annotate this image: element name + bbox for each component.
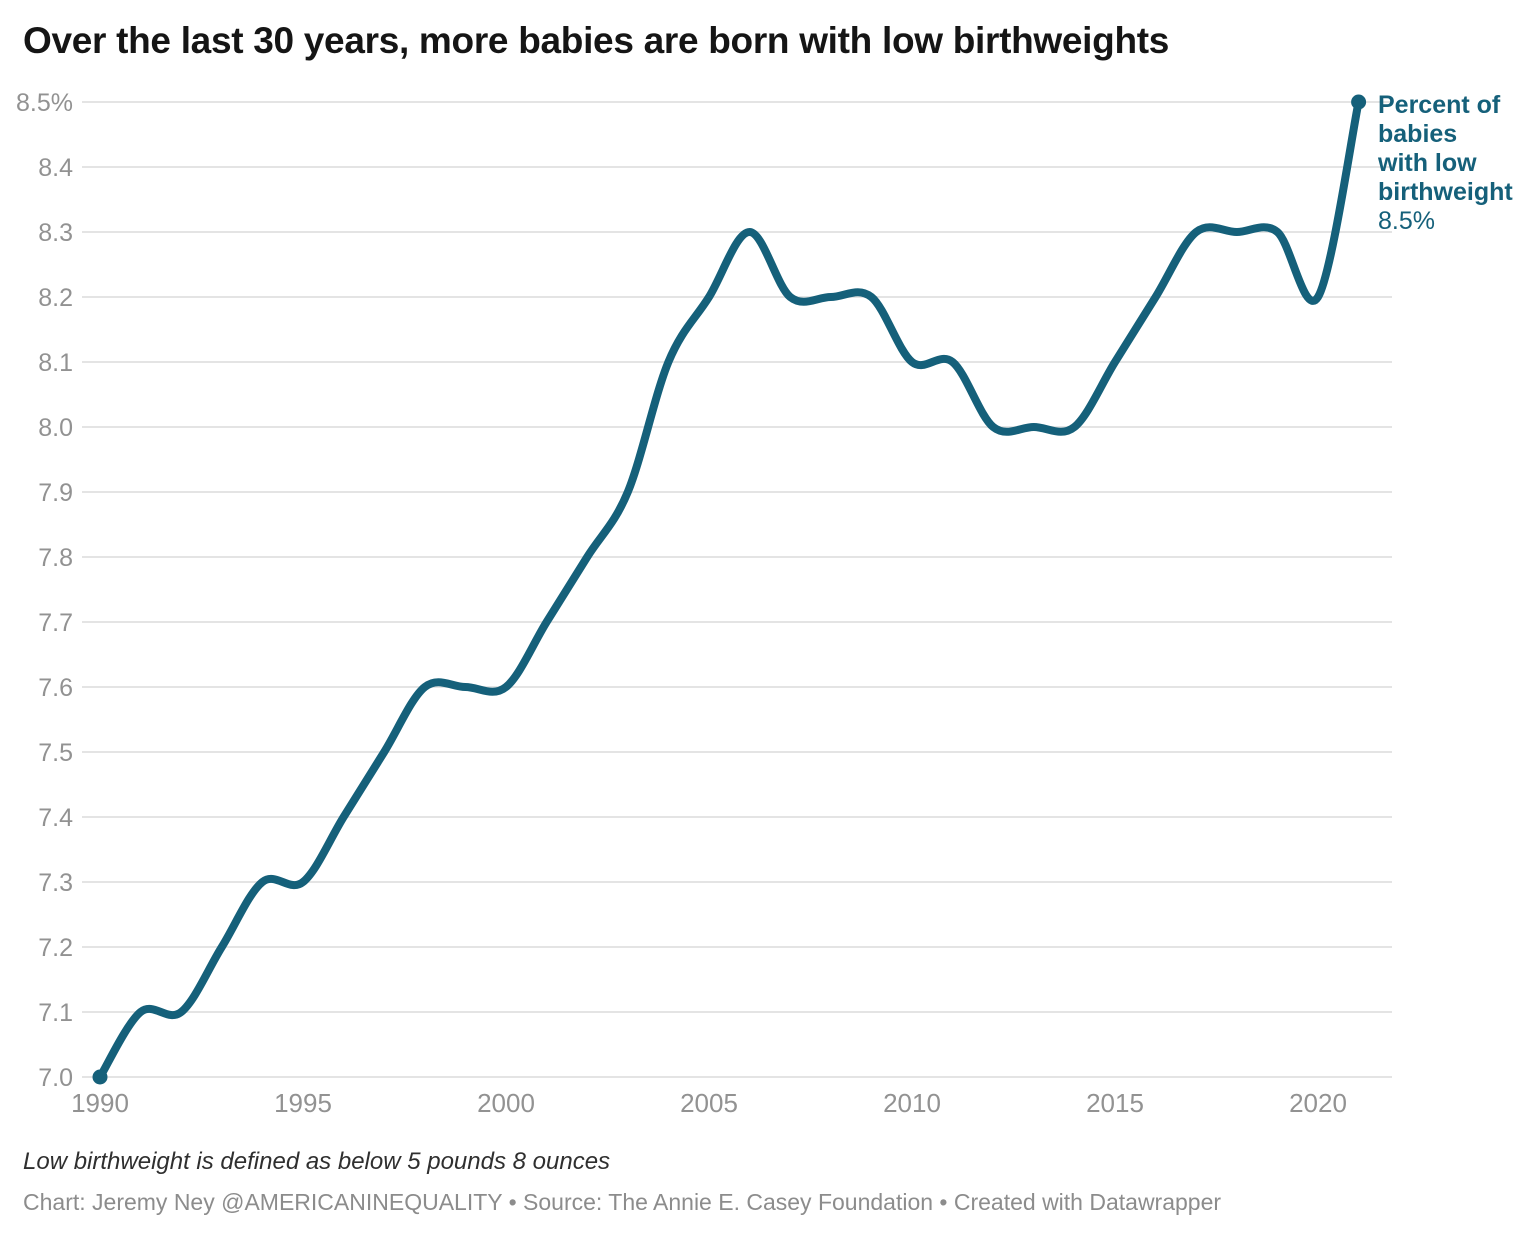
y-axis-tick-label: 7.5 [38,739,73,767]
x-axis-tick-label: 2005 [680,1088,738,1118]
x-axis-tick-label: 1990 [71,1088,129,1118]
y-axis-tick-label: 8.3 [38,219,73,247]
y-axis-tick-label: 8.4 [38,154,73,182]
y-axis-tick-label: 7.9 [38,479,73,507]
x-axis-tick-label: 2000 [477,1088,535,1118]
x-axis-tick-label: 1995 [274,1088,332,1118]
y-axis-tick-label: 7.2 [38,934,73,962]
y-axis-tick-label: 8.2 [38,284,73,312]
y-axis-tick-label: 8.0 [38,414,73,442]
y-axis-tick-label: 8.1 [38,349,73,377]
y-axis-tick-label: 8.5% [16,89,73,117]
y-axis-tick-label: 7.6 [38,674,73,702]
y-axis-tick-label: 7.8 [38,544,73,572]
y-axis-tick-label: 7.1 [38,999,73,1027]
data-line [96,98,1363,1081]
x-axis-tick-label: 2015 [1086,1088,1144,1118]
chart-title: Over the last 30 years, more babies are … [23,20,1170,61]
data-point-last [1351,94,1367,110]
series-end-label-value: 8.5% [1378,207,1435,235]
series-end-label: Percent of babies with low birthweight 8… [1378,91,1540,236]
chart-byline: Chart: Jeremy Ney @AMERICANINEQUALITY • … [23,1189,1222,1215]
y-axis-tick-label: 7.7 [38,609,73,637]
series-end-label-name: Percent of babies with low birthweight [1378,91,1513,206]
chart-note: Low birthweight is defined as below 5 po… [23,1148,611,1175]
y-axis-tick-label: 7.3 [38,869,73,897]
x-axis-tick-label: 2020 [1289,1088,1347,1118]
x-axis-tick-label: 2010 [883,1088,941,1118]
y-axis-tick-label: 7.4 [38,804,73,832]
data-point-first [92,1069,108,1085]
y-axis-tick-label: 7.0 [38,1064,73,1092]
